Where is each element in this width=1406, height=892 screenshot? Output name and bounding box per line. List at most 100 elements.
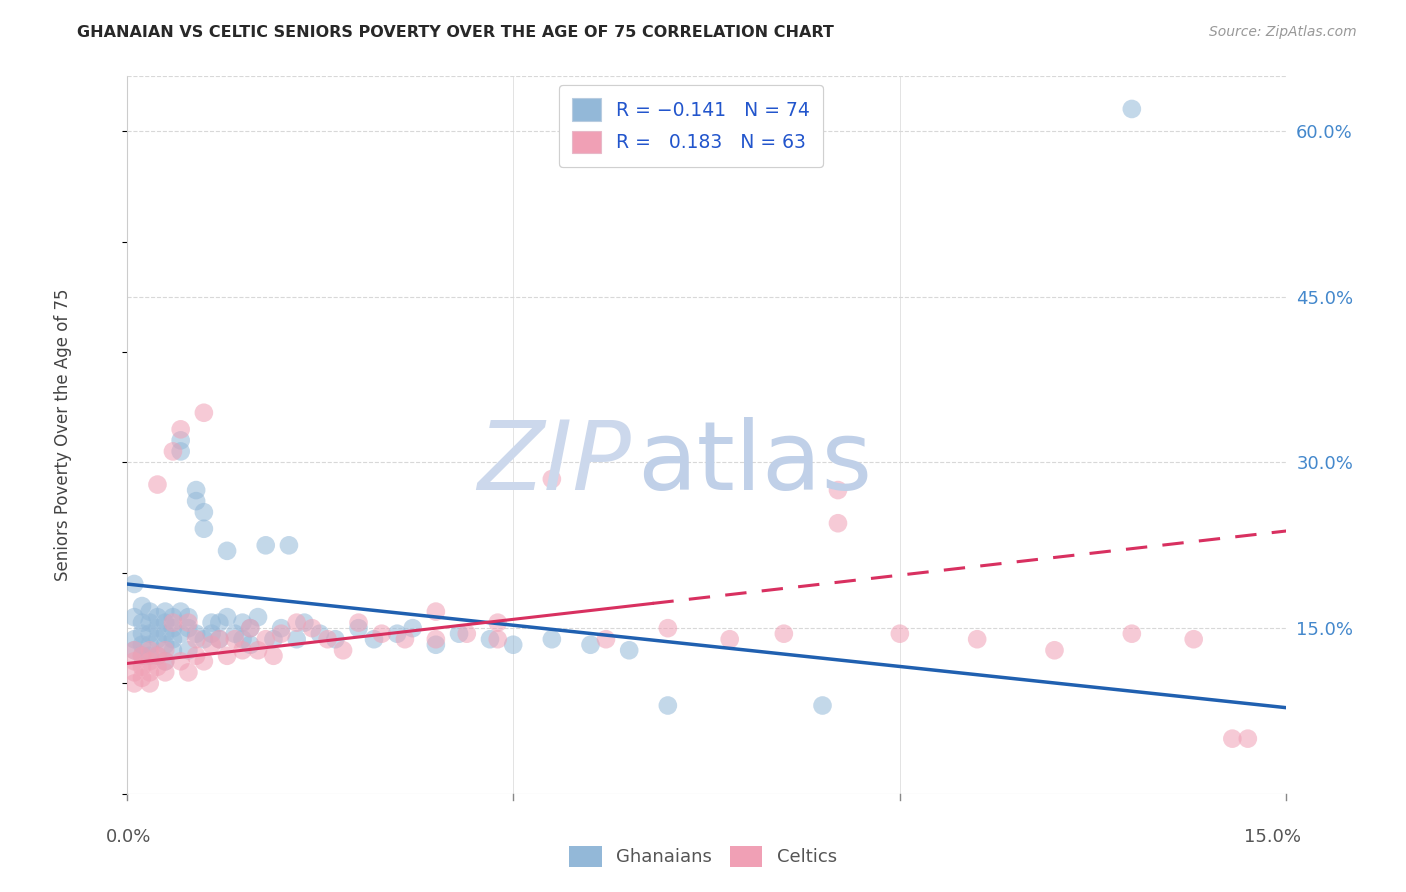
Ghanaians	[146, 610, 169, 624]
Celtics	[889, 626, 911, 640]
Ghanaians	[193, 505, 215, 519]
Ghanaians	[186, 483, 208, 497]
Ghanaians	[309, 626, 332, 640]
Celtics	[718, 632, 741, 647]
Text: GHANAIAN VS CELTIC SENIORS POVERTY OVER THE AGE OF 75 CORRELATION CHART: GHANAIAN VS CELTIC SENIORS POVERTY OVER …	[77, 25, 834, 40]
Ghanaians	[124, 643, 146, 657]
Celtics	[231, 643, 254, 657]
Ghanaians	[262, 632, 284, 647]
Celtics	[146, 648, 169, 663]
Ghanaians	[186, 494, 208, 508]
Celtics	[162, 444, 184, 458]
Celtics	[595, 632, 617, 647]
Ghanaians	[292, 615, 315, 630]
Ghanaians	[217, 544, 239, 558]
Celtics	[186, 648, 208, 663]
Ghanaians	[153, 605, 177, 619]
Ghanaians	[169, 444, 191, 458]
Celtics	[153, 665, 177, 680]
Celtics	[966, 632, 988, 647]
Celtics	[169, 654, 191, 668]
Celtics	[540, 472, 562, 486]
Celtics	[247, 643, 270, 657]
Celtics	[301, 621, 323, 635]
Ghanaians	[138, 626, 162, 640]
Ghanaians	[502, 638, 524, 652]
Celtics	[657, 621, 679, 635]
Celtics	[285, 615, 308, 630]
Ghanaians	[124, 632, 146, 647]
Celtics	[169, 422, 191, 436]
Ghanaians	[153, 638, 177, 652]
Ghanaians	[1121, 102, 1143, 116]
Ghanaians	[254, 538, 277, 552]
Ghanaians	[138, 605, 162, 619]
Ghanaians	[231, 632, 254, 647]
Ghanaians	[231, 615, 254, 630]
Ghanaians	[131, 638, 153, 652]
Ghanaians	[285, 632, 308, 647]
Ghanaians	[131, 599, 153, 613]
Ghanaians	[162, 643, 184, 657]
Ghanaians	[208, 615, 231, 630]
Ghanaians	[579, 638, 602, 652]
Celtics	[827, 483, 849, 497]
Ghanaians	[193, 522, 215, 536]
Ghanaians	[239, 638, 262, 652]
Celtics	[208, 632, 231, 647]
Celtics	[394, 632, 416, 647]
Ghanaians	[153, 626, 177, 640]
Celtics	[138, 676, 162, 690]
Ghanaians	[169, 605, 191, 619]
Celtics	[371, 626, 394, 640]
Celtics	[131, 648, 153, 663]
Ghanaians	[247, 610, 270, 624]
Ghanaians	[177, 643, 200, 657]
Celtics	[177, 665, 200, 680]
Celtics	[124, 643, 146, 657]
Celtics	[201, 638, 224, 652]
Ghanaians	[402, 621, 425, 635]
Ghanaians	[425, 638, 447, 652]
Ghanaians	[385, 626, 409, 640]
Celtics	[146, 477, 169, 491]
Celtics	[1121, 626, 1143, 640]
Celtics	[177, 615, 200, 630]
Celtics	[1237, 731, 1260, 746]
Text: ZIP: ZIP	[477, 417, 631, 510]
Celtics	[239, 621, 262, 635]
Celtics	[347, 615, 370, 630]
Celtics	[124, 676, 146, 690]
Text: 15.0%: 15.0%	[1243, 828, 1301, 846]
Ghanaians	[138, 648, 162, 663]
Celtics	[217, 648, 239, 663]
Ghanaians	[270, 621, 292, 635]
Celtics	[162, 615, 184, 630]
Celtics	[193, 406, 215, 420]
Celtics	[773, 626, 796, 640]
Celtics	[827, 516, 849, 531]
Ghanaians	[138, 615, 162, 630]
Text: atlas: atlas	[637, 417, 872, 510]
Ghanaians	[169, 434, 191, 448]
Text: Source: ZipAtlas.com: Source: ZipAtlas.com	[1209, 25, 1357, 39]
Celtics	[425, 632, 447, 647]
Ghanaians	[138, 638, 162, 652]
Ghanaians	[208, 632, 231, 647]
Ghanaians	[193, 632, 215, 647]
Celtics	[224, 632, 246, 647]
Ghanaians	[478, 632, 502, 647]
Celtics	[138, 654, 162, 668]
Ghanaians	[131, 648, 153, 663]
Legend: Ghanaians, Celtics: Ghanaians, Celtics	[562, 838, 844, 874]
Celtics	[131, 671, 153, 685]
Ghanaians	[162, 632, 184, 647]
Ghanaians	[153, 654, 177, 668]
Celtics	[262, 648, 284, 663]
Celtics	[486, 632, 509, 647]
Ghanaians	[169, 626, 191, 640]
Celtics	[138, 643, 162, 657]
Celtics	[153, 643, 177, 657]
Legend: R = −0.141   N = 74, R =   0.183   N = 63: R = −0.141 N = 74, R = 0.183 N = 63	[560, 86, 823, 167]
Ghanaians	[124, 577, 146, 591]
